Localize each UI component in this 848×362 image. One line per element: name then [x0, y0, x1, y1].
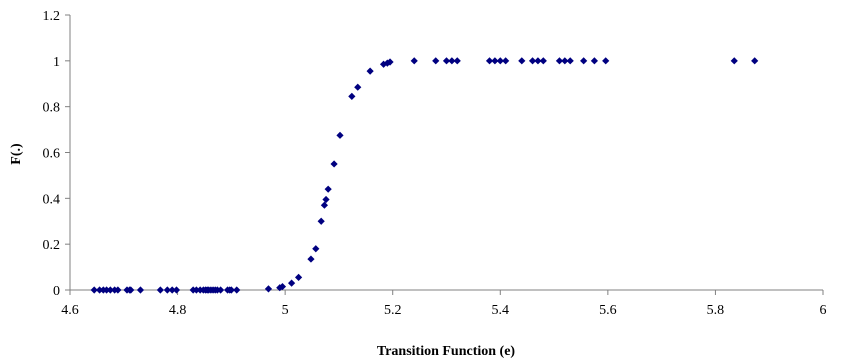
data-point	[730, 57, 738, 65]
data-point	[442, 57, 451, 65]
data-point	[264, 285, 273, 293]
data-point	[233, 286, 241, 294]
x-tick-label: 5	[282, 303, 289, 318]
y-tick-label: 0.2	[43, 238, 61, 253]
data-point	[102, 286, 111, 294]
data-point	[485, 57, 494, 65]
y-tick-labels: 0 0.2 0.4 0.6 0.8 1 1.2	[43, 9, 61, 299]
data-point	[324, 185, 332, 193]
y-tick-label: 0.8	[43, 101, 61, 116]
data-point	[491, 57, 499, 65]
data-point	[354, 83, 362, 91]
data-point	[555, 57, 564, 65]
data-point	[751, 57, 759, 65]
data-point	[453, 57, 461, 65]
data-point	[294, 273, 303, 281]
data-point	[561, 57, 569, 65]
x-tick-label: 5.4	[492, 303, 510, 318]
data-point	[217, 286, 225, 294]
data-point	[330, 160, 338, 168]
data-point	[307, 255, 315, 263]
x-tick-label: 4.6	[61, 303, 79, 318]
x-tick-label: 4.8	[169, 303, 187, 318]
data-point	[590, 57, 599, 65]
x-tick-labels: 4.6 4.8 5 5.2 5.4 5.6 5.8 6	[61, 303, 826, 318]
data-point	[322, 195, 330, 204]
data-point	[534, 57, 542, 65]
data-point	[348, 92, 356, 100]
data-point	[410, 57, 418, 65]
data-point	[114, 286, 122, 294]
x-tick-label: 5.8	[707, 303, 725, 318]
data-point	[496, 57, 504, 65]
data-point	[379, 60, 388, 68]
data-point	[278, 282, 287, 291]
data-point	[432, 57, 440, 65]
x-tick-label: 5.2	[384, 303, 402, 318]
y-axis-title: F(.)	[9, 143, 24, 165]
data-point	[312, 245, 320, 253]
y-tick-label: 1	[53, 55, 60, 70]
data-point	[317, 217, 325, 225]
data-point	[366, 67, 374, 75]
x-tick-label: 5.6	[599, 303, 617, 318]
data-point	[502, 57, 510, 65]
data-point	[287, 279, 296, 287]
data-point	[127, 286, 135, 294]
data-point	[539, 57, 547, 65]
data-point	[580, 57, 588, 65]
data-point	[156, 286, 164, 294]
data-point	[227, 286, 235, 294]
y-tick-label: 0	[53, 284, 60, 299]
data-point	[168, 286, 176, 294]
data-point	[320, 201, 329, 209]
data-point	[528, 57, 537, 65]
data-point	[518, 57, 526, 65]
y-tick-label: 0.6	[43, 147, 61, 162]
y-tick-label: 0.4	[43, 192, 61, 207]
data-point	[90, 286, 98, 294]
data-point	[448, 57, 456, 65]
data-point	[106, 286, 114, 294]
data-point	[386, 58, 394, 66]
data-point	[163, 286, 171, 294]
data-point	[172, 286, 181, 294]
data-point	[566, 57, 574, 65]
y-tick-label: 1.2	[43, 9, 61, 24]
axes	[65, 14, 824, 295]
data-point	[192, 286, 200, 294]
data-point	[602, 57, 610, 65]
data-point	[95, 286, 104, 294]
data-points	[90, 57, 759, 294]
x-axis-title: Transition Function (e)	[377, 344, 516, 359]
data-point	[136, 286, 145, 294]
data-point	[336, 131, 344, 139]
x-tick-label: 6	[820, 303, 827, 318]
